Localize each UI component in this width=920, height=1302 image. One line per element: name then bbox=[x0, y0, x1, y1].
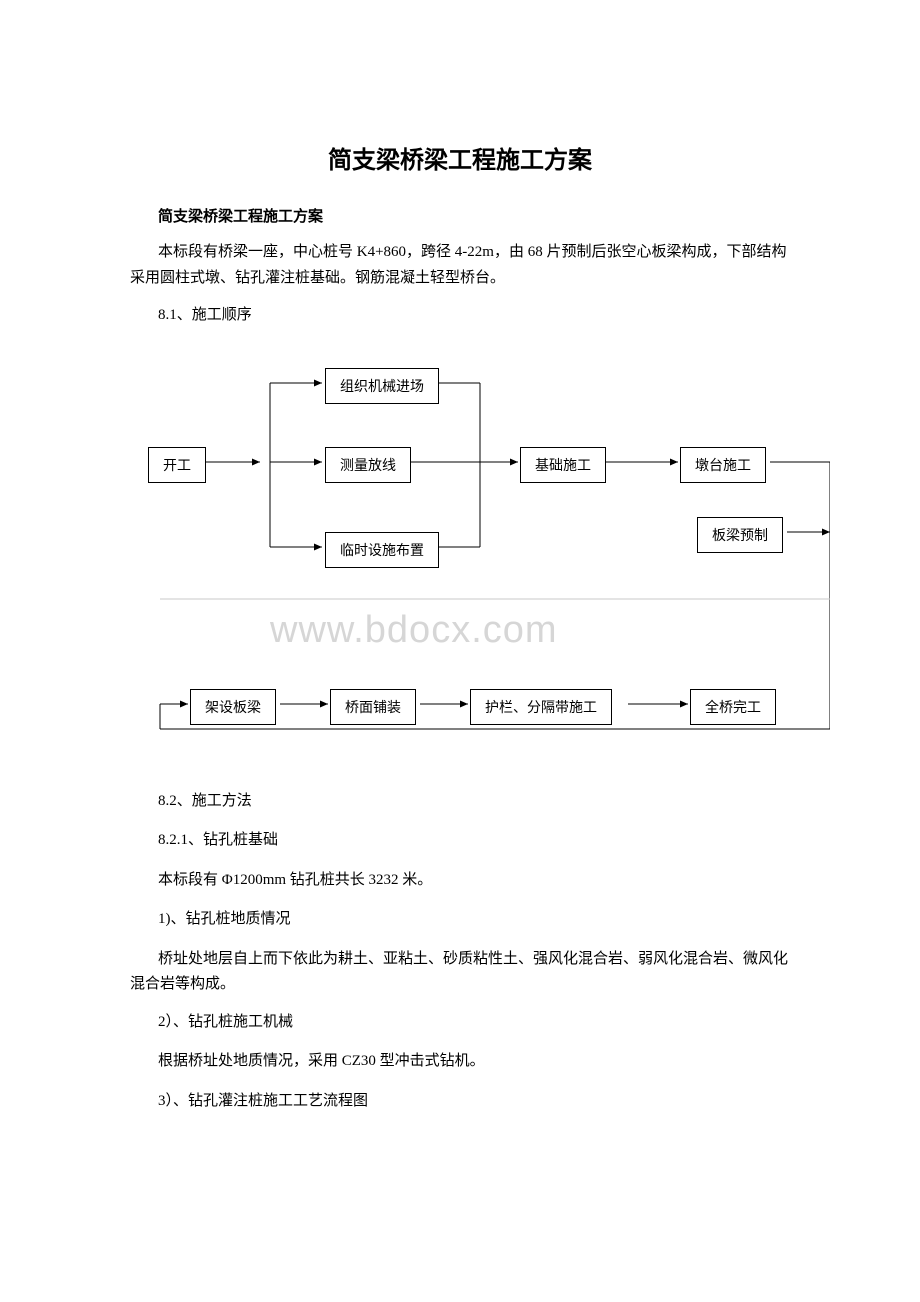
p-process-heading: 3）、钻孔灌注桩施工工艺流程图 bbox=[130, 1089, 790, 1115]
intro-paragraph: 本标段有桥梁一座，中心桩号 K4+860，跨径 4-22m，由 68 片预制后张… bbox=[130, 240, 790, 291]
flow-node-start: 开工 bbox=[148, 447, 206, 483]
section-8-2: 8.2、施工方法 bbox=[130, 789, 790, 815]
flow-node-pier: 墩台施工 bbox=[680, 447, 766, 483]
flow-node-guardrail: 护栏、分隔带施工 bbox=[470, 689, 612, 725]
flow-node-precast: 板梁预制 bbox=[697, 517, 783, 553]
p-geology-heading: 1)、钻孔桩地质情况 bbox=[130, 907, 790, 933]
section-8-2-1: 8.2.1、钻孔桩基础 bbox=[130, 828, 790, 854]
flow-node-foundation: 基础施工 bbox=[520, 447, 606, 483]
p-machinery-heading: 2）、钻孔桩施工机械 bbox=[130, 1010, 790, 1036]
p-machinery: 根据桥址处地质情况，采用 CZ30 型冲击式钻机。 bbox=[130, 1049, 790, 1075]
section-8-1: 8.1、施工顺序 bbox=[130, 303, 790, 329]
flow-node-erect: 架设板梁 bbox=[190, 689, 276, 725]
doc-subtitle: 简支梁桥梁工程施工方案 bbox=[130, 205, 790, 226]
p-geology: 桥址处地层自上而下依此为耕土、亚粘土、砂质粘性土、强风化混合岩、弱风化混合岩、微… bbox=[130, 947, 790, 998]
flow-node-survey: 测量放线 bbox=[325, 447, 411, 483]
flow-node-temp-facility: 临时设施布置 bbox=[325, 532, 439, 568]
p-pile-length: 本标段有 Φ1200mm 钻孔桩共长 3232 米。 bbox=[130, 868, 790, 894]
doc-title: 简支梁桥梁工程施工方案 bbox=[130, 140, 790, 175]
flow-node-machinery: 组织机械进场 bbox=[325, 368, 439, 404]
flow-node-deck: 桥面铺装 bbox=[330, 689, 416, 725]
flowchart-container: 开工 组织机械进场 测量放线 临时设施布置 基础施工 墩台施工 板梁预制 架设板… bbox=[130, 349, 830, 759]
watermark-text: www.bdocx.com bbox=[270, 609, 558, 652]
flow-node-complete: 全桥完工 bbox=[690, 689, 776, 725]
